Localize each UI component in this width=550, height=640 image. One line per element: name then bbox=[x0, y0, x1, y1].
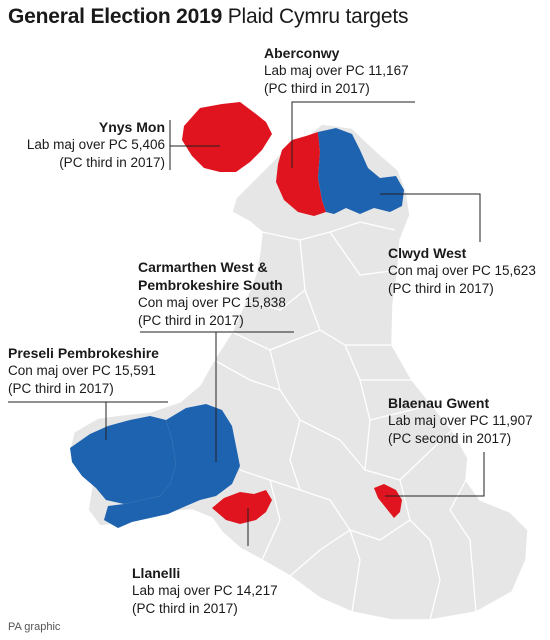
credit: PA graphic bbox=[8, 621, 61, 633]
label-carmarthen-west: Carmarthen West & Pembrokeshire South Co… bbox=[138, 258, 286, 330]
clwyd-west-majority: Con maj over PC 15,623 bbox=[388, 263, 536, 278]
blaenau-gwent-region[interactable] bbox=[374, 484, 402, 518]
title-bold: General Election 2019 bbox=[8, 5, 223, 28]
aberconwy-region[interactable] bbox=[276, 132, 326, 216]
blaenau-gwent-name: Blaenau Gwent bbox=[388, 395, 490, 411]
leader-line-clwyd-west bbox=[380, 193, 481, 242]
label-preseli: Preseli Pembrokeshire Con maj over PC 15… bbox=[8, 344, 159, 398]
ynys-mon-name: Ynys Mon bbox=[98, 119, 165, 135]
leader-line-ynys-mon bbox=[169, 120, 220, 170]
label-ynys-mon: Ynys Mon Lab maj over PC 5,406 (PC third… bbox=[27, 118, 165, 172]
llanelli-majority: Lab maj over PC 14,217 bbox=[132, 583, 278, 598]
constituency-boundaries bbox=[213, 221, 477, 621]
label-clwyd-west: Clwyd West Con maj over PC 15,623 (PC th… bbox=[388, 244, 536, 298]
title-subtitle: Plaid Cymru targets bbox=[227, 5, 409, 28]
blaenau-gwent-majority: Lab maj over PC 11,907 bbox=[388, 413, 533, 428]
llanelli-name: Llanelli bbox=[132, 565, 181, 581]
label-blaenau-gwent: Blaenau Gwent Lab maj over PC 11,907 (PC… bbox=[388, 394, 533, 448]
carmarthen-west-name: Carmarthen West & bbox=[138, 259, 268, 275]
clwyd-west-note: (PC third in 2017) bbox=[388, 281, 494, 296]
map-title: General Election 2019 Plaid Cymru target… bbox=[8, 5, 409, 29]
ynys-mon-majority: Lab maj over PC 5,406 bbox=[26, 137, 165, 152]
aberconwy-majority: Lab maj over PC 11,167 bbox=[264, 63, 409, 78]
carmarthen-west-majority: Con maj over PC 15,838 bbox=[138, 295, 286, 310]
ynys-mon-region[interactable] bbox=[182, 102, 272, 172]
leader-line-aberconwy bbox=[291, 101, 415, 168]
leader-line-preseli bbox=[8, 401, 168, 440]
leader-line-carmarthen bbox=[140, 331, 294, 462]
ynys-mon-note: (PC third in 2017) bbox=[59, 155, 165, 170]
aberconwy-note: (PC third in 2017) bbox=[264, 81, 370, 96]
clwyd-west-name: Clwyd West bbox=[388, 245, 467, 261]
leader-lines bbox=[8, 101, 485, 546]
carmarthen-west-region[interactable] bbox=[104, 404, 240, 528]
preseli-note: (PC third in 2017) bbox=[8, 381, 114, 396]
preseli-pembrokeshire-region[interactable] bbox=[70, 416, 176, 504]
carmarthen-west-note: (PC third in 2017) bbox=[138, 313, 244, 328]
carmarthen-west-name-2: Pembrokeshire South bbox=[138, 277, 283, 293]
llanelli-region[interactable] bbox=[212, 490, 272, 524]
preseli-name: Preseli Pembrokeshire bbox=[8, 345, 159, 361]
clwyd-west-region[interactable] bbox=[318, 128, 404, 214]
preseli-majority: Con maj over PC 15,591 bbox=[8, 363, 156, 378]
label-aberconwy: Aberconwy Lab maj over PC 11,167 (PC thi… bbox=[264, 44, 409, 98]
label-llanelli: Llanelli Lab maj over PC 14,217 (PC thir… bbox=[132, 564, 278, 618]
llanelli-note: (PC third in 2017) bbox=[132, 601, 238, 616]
blaenau-gwent-note: (PC second in 2017) bbox=[388, 431, 512, 446]
leader-line-blaenau-gwent bbox=[385, 452, 485, 497]
aberconwy-name: Aberconwy bbox=[264, 45, 340, 61]
